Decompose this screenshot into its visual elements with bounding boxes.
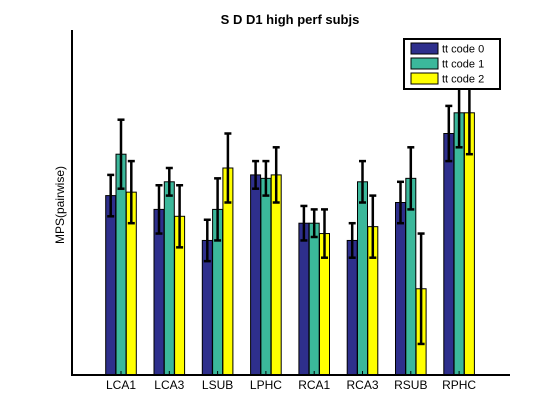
error-bar-rca1-series-2 [310, 208, 318, 239]
error-bar-rca1-series-1 [300, 204, 308, 242]
bar-lca1-series-1 [105, 195, 117, 376]
legend-entries: tt code 0 tt code 1 tt code 2 [410, 42, 484, 86]
axes [71, 30, 510, 376]
x-tick-labels: LCA1 LCA3 LSUB LPHC RCA1 RCA3 RSUB RPHC [106, 371, 476, 392]
error-bar-lca3-series-2 [165, 166, 173, 197]
bar-rca3-series-1 [346, 239, 358, 376]
bar-lphc-series-3 [270, 174, 282, 376]
error-bars-layer [107, 70, 473, 346]
error-bar-lca3-series-1 [155, 184, 163, 235]
legend-swatch-series-1 [410, 42, 439, 55]
x-tick-label-lca1: LCA1 [106, 378, 136, 392]
bar-rca1-series-2 [308, 222, 320, 376]
bar-lphc-series-2 [260, 177, 272, 376]
bar-rca3-series-2 [357, 181, 368, 376]
error-bar-lsub-series-2 [214, 177, 222, 242]
y-axis-label: MPS(pairwise) [53, 166, 67, 244]
error-bar-lca1-series-2 [117, 118, 125, 190]
legend-swatch-series-2 [410, 57, 439, 70]
x-tick-label-rca1: RCA1 [298, 378, 330, 392]
legend: tt code 0 tt code 1 tt code 2 [403, 38, 501, 90]
error-bar-rsub-series-2 [407, 146, 415, 211]
error-bar-lca1-series-3 [127, 159, 135, 225]
error-bar-rphc-series-1 [445, 104, 453, 163]
bar-rsub-series-1 [395, 202, 406, 376]
x-tick-label-lphc: LPHC [250, 378, 282, 392]
x-tick-label-lca3: LCA3 [154, 378, 184, 392]
legend-label-series-3: tt code 2 [442, 74, 484, 86]
x-tick-label-rsub: RSUB [394, 378, 427, 392]
error-bar-lsub-series-1 [203, 218, 211, 263]
error-bar-lphc-series-3 [272, 146, 280, 204]
error-bar-rca1-series-3 [321, 208, 328, 259]
bar-rca1-series-1 [298, 222, 310, 376]
error-bar-lphc-series-1 [252, 159, 260, 190]
legend-label-series-2: tt code 1 [442, 59, 484, 71]
error-bar-rsub-series-3 [417, 232, 425, 346]
bar-lphc-series-1 [250, 174, 262, 376]
x-tick-label-lsub: LSUB [202, 378, 233, 392]
error-bar-rsub-series-1 [397, 180, 404, 225]
error-bar-rca3-series-1 [348, 221, 356, 259]
error-bar-lphc-series-2 [262, 159, 270, 197]
x-tick-label-rphc: RPHC [442, 378, 476, 392]
error-bar-lca1-series-1 [107, 173, 115, 218]
bar-lca3-series-2 [163, 181, 175, 376]
chart-title: S D D1 high perf subjs [221, 12, 360, 27]
x-tick-label-rca3: RCA3 [346, 378, 378, 392]
error-bar-rca3-series-3 [369, 194, 377, 259]
legend-swatch-series-3 [410, 72, 439, 85]
error-bar-lsub-series-3 [224, 132, 232, 204]
bar-rphc-series-1 [443, 133, 455, 376]
bar-rphc-series-2 [453, 112, 465, 376]
legend-label-series-1: tt code 0 [442, 44, 484, 56]
error-bar-rca3-series-2 [359, 159, 366, 204]
error-bar-lca3-series-3 [176, 184, 184, 249]
